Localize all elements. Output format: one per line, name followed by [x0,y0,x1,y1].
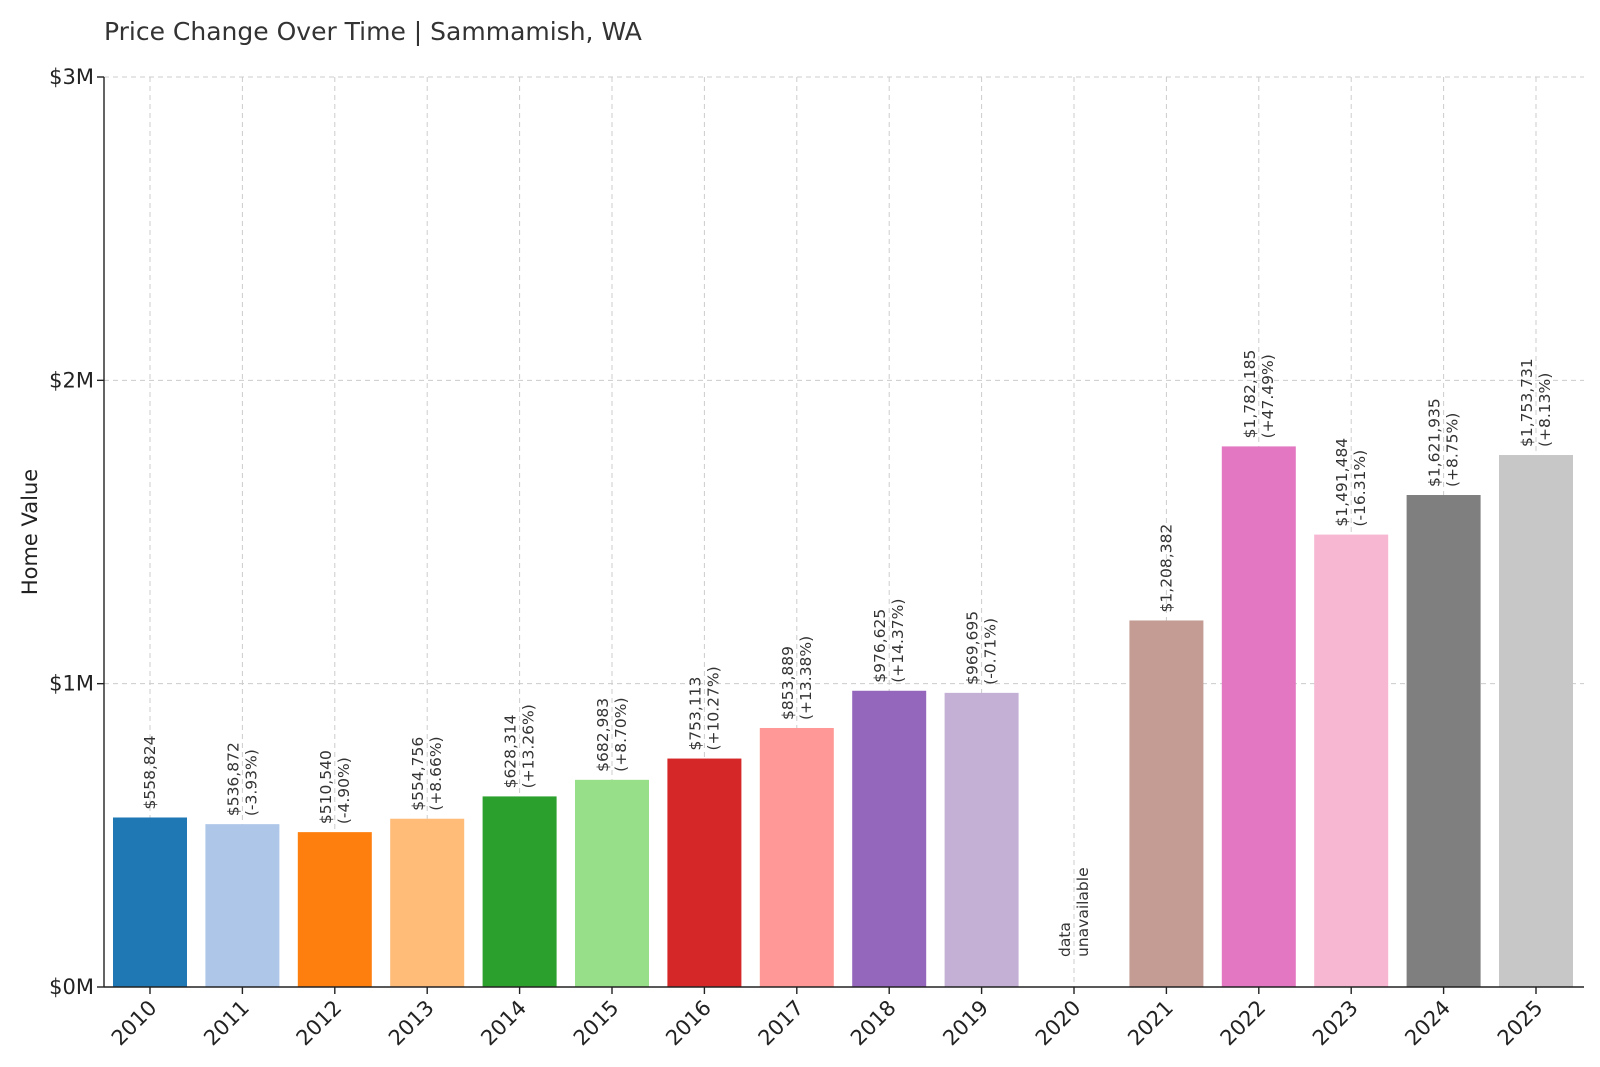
value-label: $853,889 [779,646,797,720]
bar-2021 [1129,620,1204,987]
change-label: (+14.37%) [889,599,907,683]
change-label: unavailable [1074,867,1092,957]
y-tick-label: $0M [49,975,94,999]
bars [113,446,1573,988]
value-label: $554,756 [409,737,427,811]
value-label: $753,113 [686,677,704,751]
x-tick-label: 2024 [1400,996,1455,1051]
change-label: (+13.26%) [520,704,538,788]
x-tick-label: 2013 [384,996,439,1051]
bar-2017 [759,727,834,987]
axes [97,76,1584,994]
value-label: $1,491,484 [1333,438,1351,527]
chart-title: Price Change Over Time | Sammamish, WA [104,17,642,46]
x-tick-label: 2010 [107,996,162,1051]
x-tick-label: 2017 [754,996,809,1051]
bar-2014 [482,796,557,987]
bar-2010 [113,817,187,987]
x-tick-label: 2020 [1031,996,1086,1051]
x-tick-label: 2022 [1216,996,1271,1051]
bar-2016 [667,758,742,987]
change-label: (+8.75%) [1444,413,1462,487]
x-tick-label: 2025 [1493,996,1548,1051]
change-label: (-16.31%) [1351,450,1369,527]
value-label: $976,625 [871,609,889,683]
bar-2025 [1499,455,1573,988]
value-label: $628,314 [502,714,520,788]
value-label: $682,983 [594,698,612,772]
change-label: (+8.70%) [612,698,630,772]
value-label: data [1056,922,1074,957]
bar-2023 [1314,534,1389,987]
y-tick-label: $3M [49,65,94,89]
change-label: (+47.49%) [1259,354,1277,438]
y-tick-label: $1M [49,672,94,696]
x-tick-label: 2018 [846,996,901,1051]
x-tick-label: 2021 [1123,996,1178,1051]
bar-2018 [852,690,927,987]
value-label: $969,695 [964,611,982,685]
value-label: $536,872 [224,742,242,816]
bar-2012 [297,832,372,987]
y-axis-label: Home Value [18,469,42,595]
value-label: $1,621,935 [1426,398,1444,487]
change-label: (+10.27%) [704,666,722,750]
change-label: (-0.71%) [982,618,1000,685]
value-label: $558,824 [141,736,159,810]
change-label: (+13.38%) [797,636,815,720]
x-tick-label: 2023 [1308,996,1363,1051]
change-label: (-3.93%) [242,749,260,816]
value-label: $1,208,382 [1157,524,1175,613]
change-label: (-4.90%) [335,757,353,824]
x-tick-label: 2012 [292,996,347,1051]
bar-2022 [1221,446,1296,987]
change-label: (+8.13%) [1536,373,1554,447]
bar-2013 [390,818,465,987]
value-label: $1,753,731 [1518,358,1536,447]
x-tick-label: 2011 [199,996,254,1051]
bar-2024 [1406,495,1481,987]
bar-2019 [944,692,1019,987]
bar-2015 [575,779,649,987]
x-tick-label: 2016 [661,996,716,1051]
x-tick-label: 2015 [569,996,624,1051]
bar-2011 [205,824,280,987]
value-label: $510,540 [317,750,335,824]
value-label: $1,782,185 [1241,350,1259,439]
x-tick-label: 2014 [476,996,531,1051]
change-label: (+8.66%) [427,736,445,810]
y-tick-label: $2M [49,368,94,392]
x-tick-label: 2019 [938,996,993,1051]
